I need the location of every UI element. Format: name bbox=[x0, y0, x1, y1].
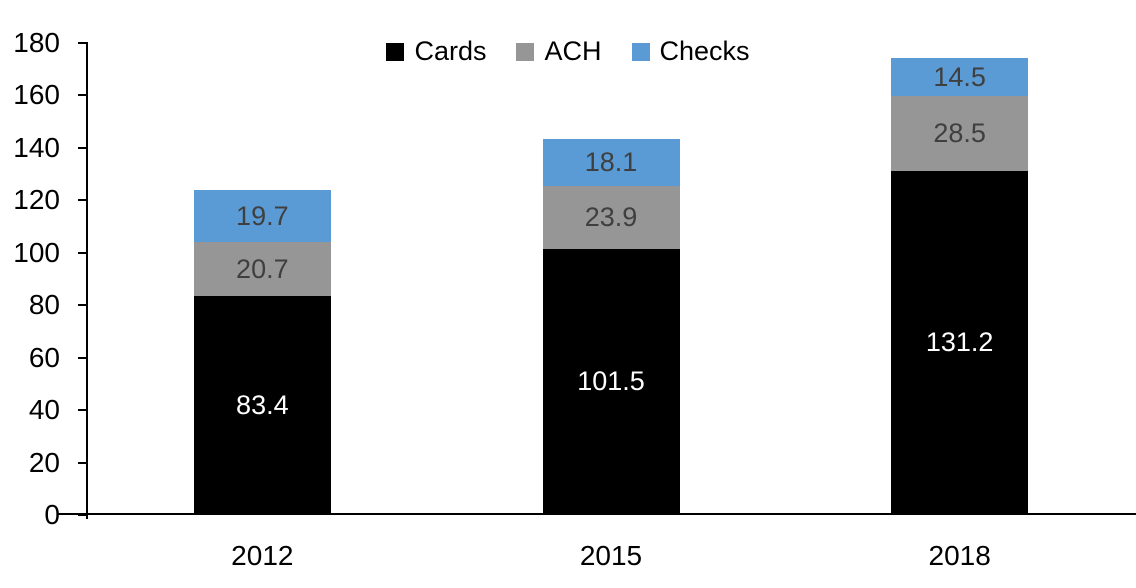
y-axis-tick-label: 160 bbox=[13, 79, 60, 111]
legend-swatch-checks bbox=[631, 42, 650, 61]
x-axis-label: 2015 bbox=[579, 540, 643, 571]
bar-segment-checks-2018: 14.5 bbox=[891, 58, 1029, 97]
legend-item-cards: Cards bbox=[386, 36, 486, 67]
bar-segment-cards-2018: 131.2 bbox=[891, 170, 1029, 515]
y-axis-tick-label: 20 bbox=[28, 446, 60, 478]
legend-swatch-cards bbox=[386, 42, 405, 61]
bar-segment-checks-2012: 19.7 bbox=[193, 190, 331, 243]
legend-label-ach: ACH bbox=[544, 36, 602, 66]
y-axis-tick-label: 0 bbox=[44, 499, 60, 530]
bar-segment-ach-2012: 20.7 bbox=[193, 242, 331, 297]
legend-item-ach: ACH bbox=[516, 36, 602, 67]
x-axis-label: 2012 bbox=[231, 540, 294, 571]
y-axis-tick-label: 100 bbox=[13, 236, 60, 268]
y-axis-tick bbox=[78, 94, 88, 97]
y-axis-tick-label: 40 bbox=[28, 394, 60, 426]
bar-segment-checks-2015: 18.1 bbox=[542, 138, 680, 187]
y-axis-tick bbox=[78, 409, 88, 412]
y-axis-tick-label: 180 bbox=[13, 27, 60, 58]
data-label: 131.2 bbox=[925, 327, 994, 358]
y-axis-tick bbox=[78, 356, 88, 359]
legend-label-checks: Checks bbox=[659, 36, 750, 66]
y-axis-tick-label: 80 bbox=[28, 289, 60, 321]
y-axis-tick-label: 120 bbox=[13, 184, 60, 216]
y-axis-tick bbox=[78, 304, 88, 307]
data-label: 20.7 bbox=[236, 253, 289, 284]
y-axis-tick bbox=[78, 199, 88, 202]
legend-item-checks: Checks bbox=[631, 36, 750, 67]
y-axis-tick bbox=[78, 251, 88, 254]
bar-segment-ach-2015: 23.9 bbox=[542, 186, 680, 249]
bar-segment-ach-2018: 28.5 bbox=[891, 96, 1029, 171]
data-label: 23.9 bbox=[584, 202, 638, 232]
y-axis-tick bbox=[78, 461, 88, 464]
data-label: 18.1 bbox=[584, 146, 638, 177]
x-axis-label: 2018 bbox=[928, 540, 991, 571]
data-label: 14.5 bbox=[933, 61, 986, 92]
legend-label-cards: Cards bbox=[414, 36, 487, 66]
bar-segment-cards-2012: 83.4 bbox=[193, 296, 331, 515]
data-label: 28.5 bbox=[933, 118, 986, 149]
data-label: 83.4 bbox=[236, 390, 289, 421]
y-axis-tick bbox=[78, 42, 88, 44]
y-axis-tick-label: 60 bbox=[28, 341, 60, 373]
y-axis-tick-label: 140 bbox=[13, 131, 60, 163]
y-axis-tick bbox=[78, 146, 88, 149]
bar-segment-cards-2015: 101.5 bbox=[542, 248, 680, 515]
y-axis-line bbox=[86, 43, 88, 519]
data-label: 101.5 bbox=[577, 366, 645, 397]
data-label: 19.7 bbox=[236, 200, 289, 231]
legend-swatch-ach bbox=[516, 42, 535, 61]
chart-legend: Cards ACH Checks bbox=[0, 36, 1136, 67]
y-axis-tick bbox=[78, 514, 88, 516]
